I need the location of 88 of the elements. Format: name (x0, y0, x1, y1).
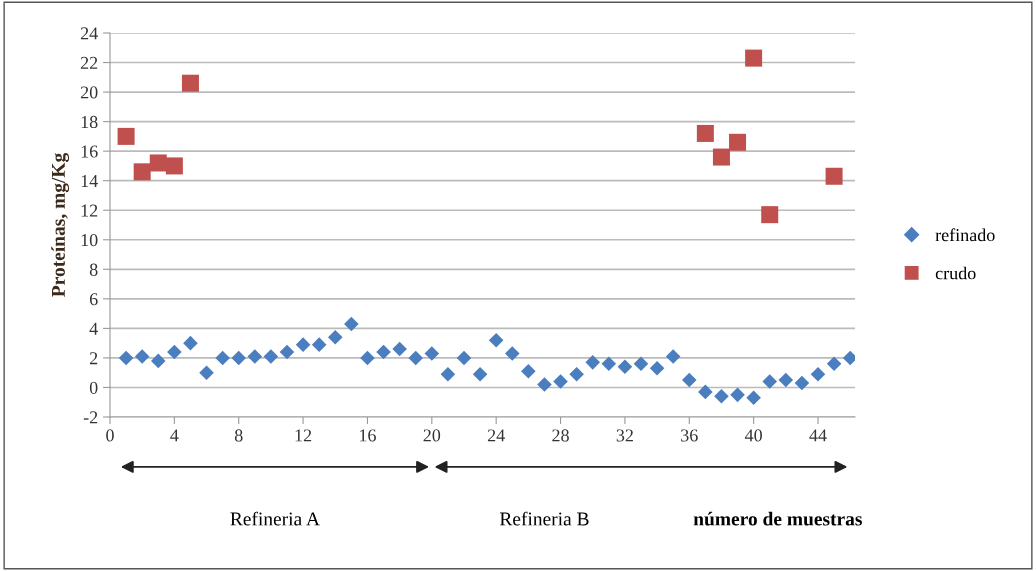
y-tick-label: 12 (81, 204, 98, 217)
x-tick-label: 24 (487, 429, 505, 442)
point (825, 167, 843, 185)
x-tick-label: 44 (809, 429, 827, 442)
point (504, 346, 520, 361)
point (167, 344, 182, 360)
point (360, 350, 375, 366)
y-tick-label: 0 (89, 381, 98, 394)
point (392, 341, 407, 357)
point (698, 384, 713, 400)
point (810, 366, 826, 382)
text: Refineria B (499, 511, 589, 526)
y-tick-label: -2 (83, 411, 98, 424)
point (714, 389, 729, 404)
point (762, 374, 777, 389)
x-tick-label: 8 (234, 429, 243, 442)
y-tick-label: 4 (89, 322, 98, 335)
point (746, 390, 761, 406)
point (696, 124, 714, 142)
point (633, 356, 649, 372)
point (521, 363, 536, 379)
x-axis-title: número de muestras (693, 511, 862, 526)
point (117, 127, 135, 145)
point (665, 349, 681, 364)
y-axis-title: Proteínas, mg/Kg (51, 152, 70, 297)
point (729, 133, 747, 151)
y-tick-label: 16 (81, 145, 98, 158)
point (181, 74, 199, 92)
point (537, 377, 552, 392)
point (408, 350, 424, 366)
point (730, 387, 745, 403)
point (165, 157, 183, 175)
point (263, 349, 279, 364)
point (215, 350, 230, 366)
point (149, 154, 167, 172)
y-tick-label: 20 (80, 86, 98, 99)
point (327, 329, 343, 345)
point (601, 356, 617, 372)
legend-label: refinado (935, 228, 995, 242)
x-tick-label: 16 (360, 429, 376, 442)
point (794, 375, 810, 391)
point (134, 349, 150, 364)
x-tick-label: 20 (423, 429, 441, 442)
x-tick-label: 4 (170, 429, 179, 442)
point (553, 374, 568, 389)
point (712, 148, 730, 166)
point (569, 366, 584, 382)
point (199, 365, 214, 380)
x-tick-label: 0 (106, 429, 114, 442)
y-tick-label: 24 (80, 27, 98, 40)
y-tick-label: 6 (89, 293, 98, 306)
y-tick-label: 18 (81, 115, 98, 129)
y-tick-label: 10 (81, 234, 98, 247)
point (745, 49, 763, 67)
point (295, 337, 311, 352)
x-tick-label: 32 (616, 429, 633, 442)
text: Refineria A (230, 511, 320, 526)
point (617, 359, 633, 375)
x-tick-label: 36 (681, 429, 698, 442)
legend-label: crudo (935, 266, 976, 280)
point (133, 163, 151, 181)
point (456, 350, 472, 366)
y-tick-label: 2 (89, 352, 98, 365)
point (311, 337, 327, 352)
point (247, 349, 263, 364)
y-tick-label: 8 (89, 263, 98, 276)
point (681, 372, 697, 388)
point (376, 344, 391, 360)
point (488, 332, 504, 348)
point (472, 366, 488, 382)
point (150, 353, 166, 369)
point (118, 350, 134, 366)
point (231, 350, 247, 366)
point (279, 344, 295, 360)
y-tick-label: 22 (80, 56, 98, 69)
point (778, 372, 794, 388)
point (585, 355, 600, 370)
point (424, 346, 440, 361)
point (440, 366, 456, 382)
point (826, 356, 842, 372)
y-tick-label: 14 (81, 175, 98, 187)
point (761, 206, 779, 224)
point (183, 335, 198, 351)
x-tick-label: 40 (744, 429, 762, 442)
x-tick-label: 28 (552, 429, 569, 442)
point (649, 360, 665, 376)
x-tick-label: 12 (295, 429, 312, 442)
point (344, 316, 359, 332)
